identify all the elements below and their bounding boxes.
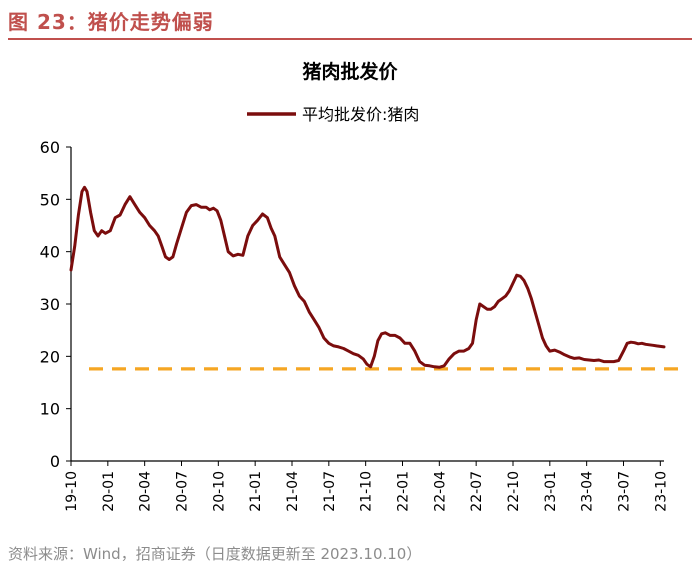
y-tick-label: 50 bbox=[40, 190, 60, 209]
line-chart: 猪肉批发价 平均批发价:猪肉 0 10 20 30 40 50 60 19-10 20-01 20… bbox=[40, 60, 682, 512]
y-tick-label: 40 bbox=[40, 243, 60, 262]
x-tick-label: 20-01 bbox=[101, 471, 117, 512]
x-tick-label: 19-10 bbox=[64, 471, 80, 512]
figure-header: 图 23：猪价走势偏弱 bbox=[0, 0, 700, 40]
x-tick-label: 22-04 bbox=[432, 471, 448, 512]
x-tick-label: 20-07 bbox=[174, 471, 190, 512]
x-tick-label: 22-01 bbox=[395, 471, 411, 512]
x-tick-label: 21-07 bbox=[322, 471, 338, 512]
x-tick-label: 23-10 bbox=[653, 471, 669, 512]
x-tick-label: 22-10 bbox=[506, 471, 522, 512]
x-tick-label: 21-01 bbox=[248, 471, 264, 512]
header-rule bbox=[8, 38, 692, 40]
chart-title: 猪肉批发价 bbox=[301, 60, 398, 83]
y-tick-label: 60 bbox=[40, 138, 60, 157]
x-tick-label: 20-04 bbox=[138, 471, 154, 512]
figure-caption: 图 23：猪价走势偏弱 bbox=[8, 10, 214, 34]
legend-label: 平均批发价:猪肉 bbox=[302, 105, 419, 124]
x-tick-label: 23-07 bbox=[616, 471, 632, 512]
source-note: 资料来源：Wind，招商证券（日度数据更新至 2023.10.10） bbox=[8, 545, 422, 563]
x-tick-label: 23-01 bbox=[543, 471, 559, 512]
legend: 平均批发价:猪肉 bbox=[247, 105, 419, 124]
y-tick-label: 30 bbox=[40, 295, 60, 314]
x-tick-label: 23-04 bbox=[580, 471, 596, 512]
x-tick-label: 21-10 bbox=[359, 471, 375, 512]
series-line bbox=[69, 185, 666, 369]
y-tick-label: 20 bbox=[40, 347, 60, 366]
x-tick-label: 20-10 bbox=[211, 471, 227, 512]
x-tick-label: 21-04 bbox=[285, 471, 301, 512]
y-tick-label: 10 bbox=[40, 400, 60, 419]
plot-area: 0 10 20 30 40 50 60 19-10 20-01 20-04 20-07 20-10 21… bbox=[40, 138, 682, 512]
x-tick-label: 22-07 bbox=[469, 471, 485, 512]
y-tick-label: 0 bbox=[50, 452, 60, 471]
